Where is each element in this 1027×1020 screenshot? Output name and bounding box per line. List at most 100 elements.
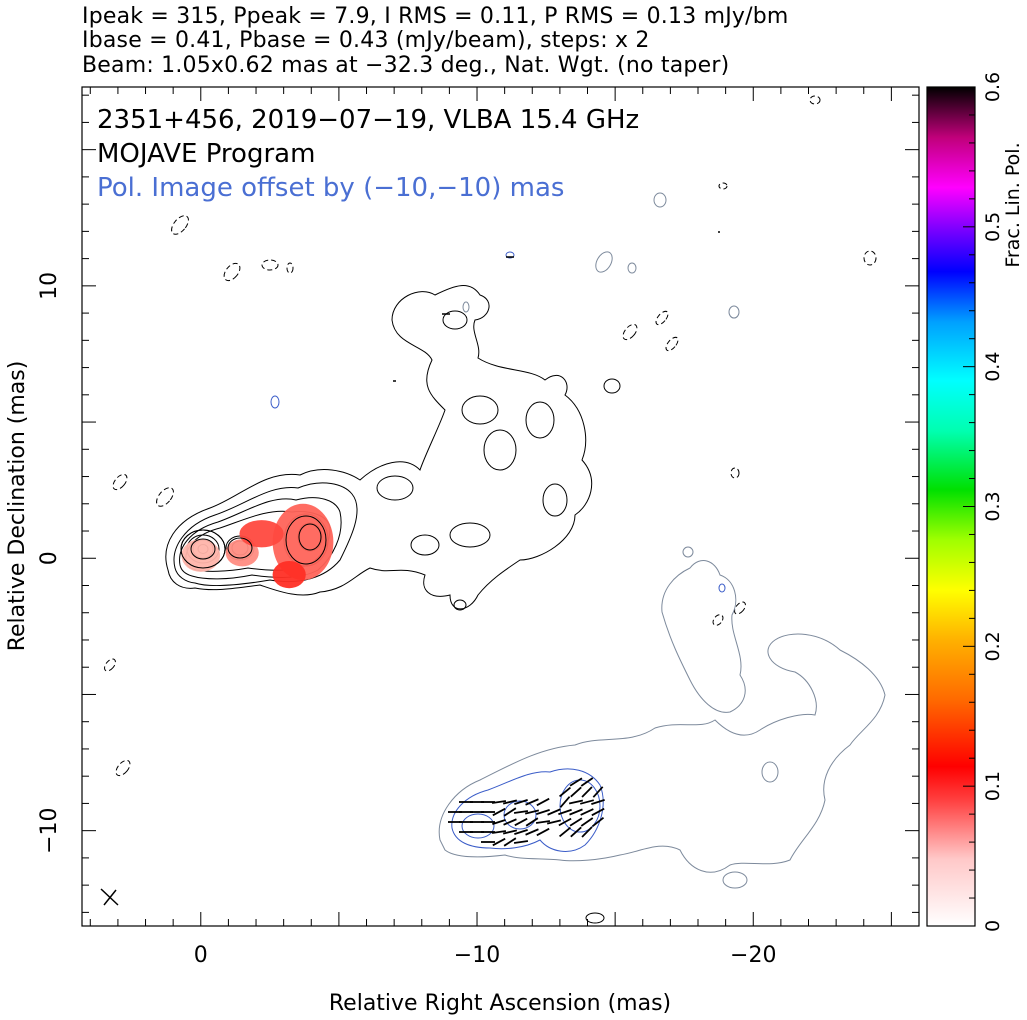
pol-contour-jet [661,560,746,713]
y-tick-labels: 10 0 −10 [37,272,62,854]
evpa-vector [492,818,506,826]
knot-contour-12 [542,483,568,517]
frac-pol-blob [181,539,221,572]
evpa-vector [559,796,571,808]
frac-pol-blob [272,560,306,589]
header-line-1: Ipeak = 315, Ppeak = 7.9, I RMS = 0.11, … [82,4,789,29]
pol-contour-inner-2 [461,813,495,839]
y-tick-label: 10 [37,272,62,300]
x-tick-label: −10 [454,943,500,968]
jet-contour-outer [165,285,593,610]
core-overlay-contour [190,538,216,560]
knot-contour-5 [376,475,414,501]
pol-contour-small-1 [270,395,280,409]
plot-frame [81,86,920,927]
knot-contour-9 [483,429,517,471]
knot-contour-10 [525,401,555,439]
pol-contours [438,192,886,889]
evpa-vector [491,830,507,834]
evpa-vector [580,777,594,787]
evpa-vector [514,828,528,836]
colorbar-tick-labels: 0 0.1 0.2 0.3 0.4 0.5 0.6 [982,72,1004,932]
colorbar-ticks [963,86,975,927]
x-tick-label: −20 [730,943,776,968]
evpa-vector [568,799,584,805]
colorbar-tick-label: 0.5 [982,212,1004,242]
evpa-vector [513,810,529,814]
evpa-vector [570,826,582,838]
program-annotation: MOJAVE Program [97,139,315,169]
pol-contour-inner-4 [503,800,537,830]
pol-inner-contours [270,251,726,852]
core-overlay-contour [285,515,327,565]
evpa-vector [581,826,593,838]
evpa-vector [591,807,605,817]
frac-pol-blob [272,503,334,581]
negative-contours [104,95,877,777]
jet-contour-3 [179,497,342,580]
pol-contour-small-3 [505,251,515,259]
frac-pol-blob [225,539,259,567]
evpa-vector [569,777,583,787]
colorbar-tick-label: 0.6 [982,72,1004,102]
evpa-vector [536,827,550,837]
evpa-vector [492,807,506,817]
evpa-vector [492,837,506,847]
colorbar-tick-label: 0.2 [982,631,1004,661]
evpa-vector [580,817,594,827]
evpa-vector [558,786,572,798]
evpa-vector [514,798,528,806]
evpa-vector [591,798,605,806]
evpa-vector [558,826,572,838]
evpa-vector [569,808,583,816]
evpa-vector [535,820,551,824]
colorbar-tick-label: 0 [982,920,1004,932]
evpa-vector [558,808,572,816]
frac-pol-map [180,503,334,589]
beam-marker [100,888,119,906]
jet-contour-2 [173,482,358,587]
core-overlay-contour [180,529,226,569]
source-annotation: 2351+456, 2019−07−19, VLBA 15.4 GHz [97,105,639,135]
pol-contour-outer [438,633,886,873]
evpa-vector [558,817,572,827]
evpa-vector [569,817,583,827]
evpa-vector [536,797,550,807]
colorbar-tick-label: 0.4 [982,352,1004,382]
evpa-vector [592,786,604,798]
knot-contour-11 [442,310,468,330]
x-tick-labels: 0 −10 −20 [194,943,777,968]
pol-contour-inner-1 [451,768,604,852]
frac-pol-blob [239,520,284,548]
isolated-contour-1 [603,378,621,394]
x-tick-label: 0 [194,943,208,968]
evpa-vector [502,829,518,835]
y-axis-label: Relative Declination (mas) [5,361,30,652]
evpa-vector [503,837,517,847]
evpa-vector [525,817,539,827]
knot-contour-13 [453,599,467,611]
evpa-vector [524,809,540,815]
evpa-vector [525,828,539,836]
evpa-vector [591,816,605,828]
evpa-vector [570,786,582,798]
axis-ticks [82,87,920,926]
small-marks [393,231,720,382]
evpa-vector [491,800,507,804]
y-tick-label: 0 [37,551,62,565]
evpa-vector [503,807,517,817]
header-line-3: Beam: 1.05x0.62 mas at −32.3 deg., Nat. … [82,53,730,78]
knot-contour-7 [449,522,491,548]
evpa-vector [580,808,594,816]
evpa-vector [547,808,561,816]
knot-contour-8 [461,395,499,425]
x-axis-label: Relative Right Ascension (mas) [329,991,671,1016]
evpa-vector [503,818,517,826]
y-tick-label: −10 [37,807,62,853]
offset-annotation: Pol. Image offset by (−10,−10) mas [97,173,564,203]
core-overlay-contour [227,537,253,559]
isolated-contour-2 [585,912,605,924]
evpa-vector [513,840,529,844]
colorbar-tick-label: 0.1 [982,771,1004,801]
